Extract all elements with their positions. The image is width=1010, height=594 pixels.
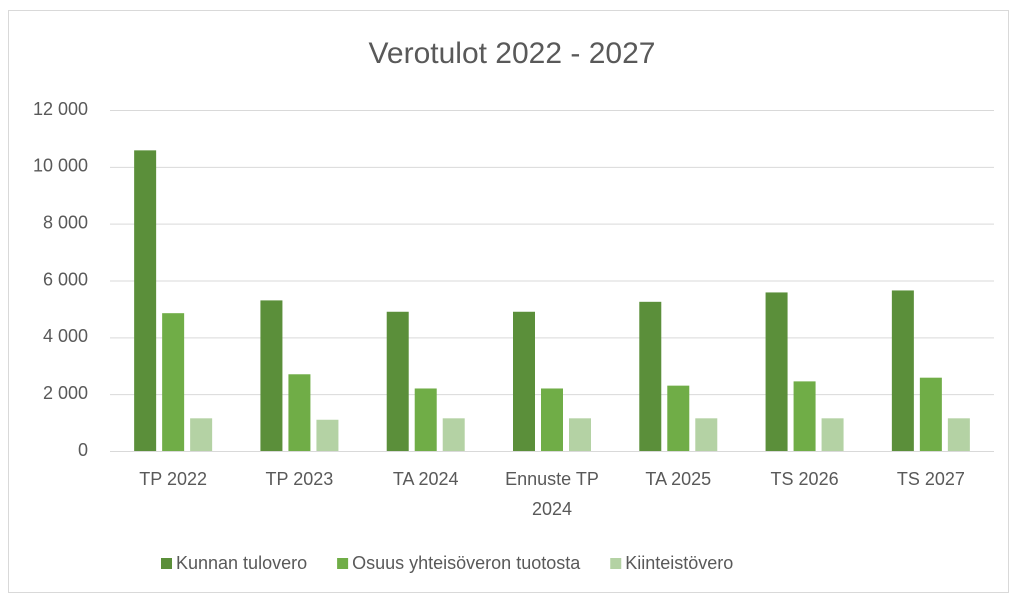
x-tick-label: TS 2026 [771,469,839,489]
x-tick-label: TA 2025 [645,469,711,489]
x-tick-label: Ennuste TP 2024 [505,469,599,519]
bar [288,374,311,451]
x-tick-label: TA 2024 [393,469,459,489]
bar [793,381,816,451]
bar [260,300,283,451]
bar [765,292,788,451]
bar [414,388,437,451]
bar [919,377,942,451]
bar [134,150,157,451]
legend-label: Kiinteistövero [625,553,733,573]
bar [316,419,339,451]
bar [386,311,409,451]
x-tick-label: TP 2022 [139,469,207,489]
chart-border [8,10,1009,593]
bar [947,418,970,451]
x-tick-label: TP 2023 [266,469,334,489]
bar [639,301,662,451]
y-tick-label: 12 000 [33,99,88,119]
legend-swatch [161,558,172,569]
legend-label: Kunnan tulovero [176,553,307,573]
y-tick-label: 8 000 [43,212,88,232]
y-tick-label: 4 000 [43,326,88,346]
bar [821,418,844,451]
y-tick-label: 2 000 [43,383,88,403]
y-tick-label: 6 000 [43,269,88,289]
y-tick-label: 10 000 [33,156,88,176]
bar [695,418,718,451]
bar [541,388,563,451]
legend-swatch [610,558,622,569]
bar [162,313,185,451]
legend-swatch [337,558,349,569]
y-tick-label: 0 [78,440,88,460]
bar [513,311,535,451]
bar [569,418,591,451]
x-tick-label: TS 2027 [897,469,965,489]
legend-label: Osuus yhteisöveron tuotosta [352,553,581,573]
bar [190,418,213,451]
bar [667,385,690,451]
bar [442,418,465,451]
chart-title: Verotulot 2022 - 2027 [369,37,656,70]
bar [891,290,914,451]
